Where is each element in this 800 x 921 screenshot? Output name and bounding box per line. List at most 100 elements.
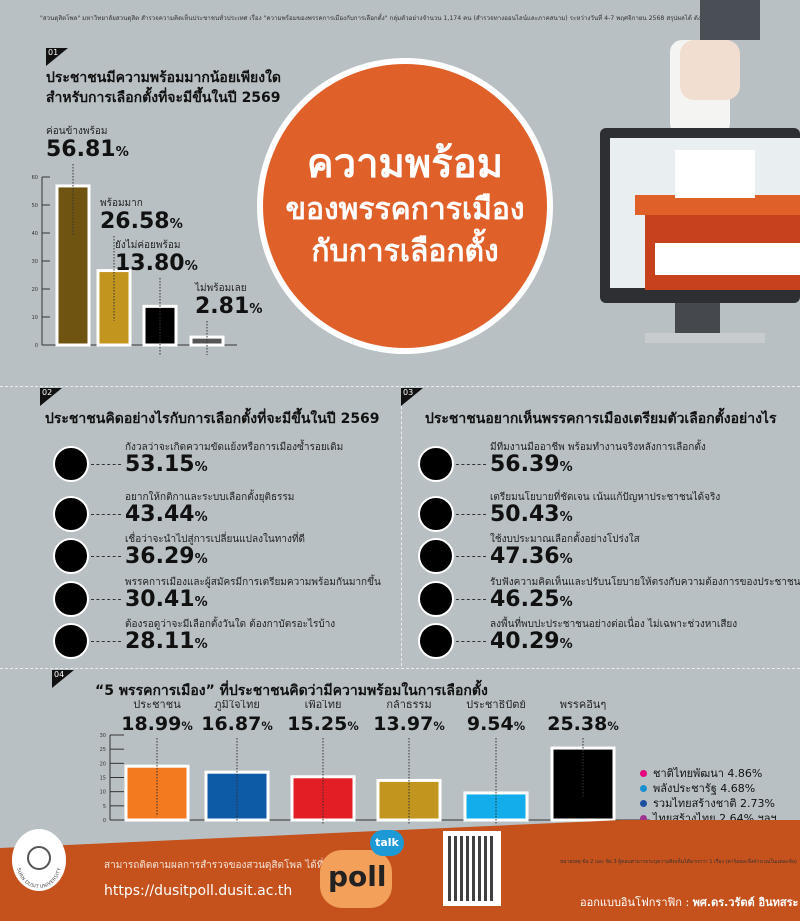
item-percent: 47.36% — [490, 544, 573, 569]
arrow-icon — [456, 556, 486, 557]
value-label: 18.99% — [121, 713, 193, 735]
bullet-circle — [53, 581, 89, 617]
arrow-icon — [456, 599, 486, 600]
legend-dot-icon — [640, 800, 647, 807]
legend-item: ชาติไทยพัฒนา 4.86% — [640, 766, 777, 781]
ballot-box-lid — [635, 195, 800, 215]
category-label: ประชาชน — [133, 700, 181, 711]
legend-dot-icon — [640, 815, 647, 822]
y-tick-label: 30 — [32, 259, 38, 265]
list-item: พรรคการเมืองและผู้สมัครมีการเตรียมความพร… — [53, 575, 413, 619]
y-tick-label: 5 — [103, 804, 106, 810]
source-note: "สวนดุสิตโพล" มหาวิทยาลัยสวนดุสิต สำรวจค… — [40, 15, 706, 22]
bullet-circle — [418, 496, 454, 532]
ballot-computer-illustration — [600, 0, 800, 343]
item-label: ใช้งบประมาณเลือกตั้งอย่างโปร่งใส — [490, 534, 640, 545]
legend-item: พลังประชารัฐ 4.68% — [640, 781, 777, 796]
y-tick-label: 25 — [100, 747, 106, 753]
y-tick-label: 20 — [100, 761, 106, 767]
item-label: ต้องรอดูว่าจะมีเลือกตั้งวันใด ต้องกาบัตร… — [125, 619, 336, 630]
y-tick-label: 20 — [32, 287, 38, 293]
y-tick-label: 30 — [100, 733, 106, 739]
arrow-icon — [91, 599, 121, 600]
y-tick-label: 40 — [32, 231, 38, 237]
list-item: ต้องรอดูว่าจะมีเลือกตั้งวันใด ต้องกาบัตร… — [53, 617, 413, 661]
value-label: 26.58% — [100, 209, 183, 234]
section-tag-01: 01 — [46, 48, 68, 66]
y-tick-label: 0 — [103, 818, 106, 824]
poll-logo: poll — [320, 850, 392, 908]
item-label: กังวลว่าจะเกิดความขัดแย้งหรือการเมืองซ้ำ… — [125, 442, 344, 453]
value-label: 25.38% — [547, 713, 619, 735]
list-item: เชื่อว่าจะนำไปสู่การเปลี่ยนแปลงในทางที่ด… — [53, 532, 413, 576]
credit-name: พศ.ดร.วรัตต์ อินทสระ — [692, 896, 799, 909]
footer-url-link[interactable]: https://dusitpoll.dusit.ac.th — [104, 883, 293, 899]
divider — [0, 386, 800, 387]
footnote: หมายเหตุ ข้อ 2 และ ข้อ 3 ผู้ตอบสามารถระบ… — [560, 859, 797, 865]
globe-icon — [27, 846, 51, 870]
y-tick-label: 60 — [32, 175, 38, 181]
value-label: 9.54% — [467, 713, 526, 735]
other-parties-legend: ชาติไทยพัฒนา 4.86% พลังประชารัฐ 4.68% รวมไ… — [640, 766, 777, 826]
sleeve — [700, 0, 760, 40]
bullet-circle — [53, 496, 89, 532]
bullet-circle — [53, 538, 89, 574]
y-tick-label: 10 — [32, 315, 38, 321]
bullet-circle — [418, 446, 454, 482]
item-label: รับฟังความคิดเห็นและปรับนโยบายให้ตรงกับค… — [490, 577, 800, 588]
category-label: เพื่อไทย — [305, 700, 342, 711]
s1-title-2: สำหรับการเลือกตั้งที่จะมีขึ้นในปี 2569 — [46, 90, 281, 106]
list-item: ลงพื้นที่พบปะประชาชนอย่างต่อเนื่อง ไม่เฉ… — [418, 617, 778, 661]
item-percent: 28.11% — [125, 629, 208, 654]
bullet-circle — [418, 581, 454, 617]
hero-title-line3: กับการเลือกตั้ง — [311, 234, 499, 269]
party-bar-chart: 0 5 10 15 20 25 30 ประชาชน 18.99% ภูมิใจไทย 16.87%… — [100, 700, 650, 825]
s1-title-1: ประชาชนมีความพร้อมมากน้อยเพียงใด — [46, 70, 282, 86]
y-tick-label: 0 — [35, 343, 38, 349]
section-tag-03: 03 — [401, 388, 423, 406]
list-item: อยากให้กติกาและระบบเลือกตั้งยุติธรรม 43.… — [53, 490, 413, 534]
category-label: ภูมิใจไทย — [214, 700, 260, 711]
bullet-circle — [53, 623, 89, 659]
value-label: 15.25% — [287, 713, 359, 735]
item-percent: 46.25% — [490, 587, 573, 612]
category-label: ยังไม่ค่อยพร้อม — [115, 239, 180, 251]
category-label: พร้อมมาก — [100, 197, 143, 209]
category-label: ไม่พร้อมเลย — [194, 282, 247, 294]
item-label: อยากให้กติกาและระบบเลือกตั้งยุติธรรม — [125, 492, 295, 503]
value-label: 2.81% — [195, 294, 263, 319]
item-percent: 40.29% — [490, 629, 573, 654]
s3-title: ประชาชนอยากเห็นพรรคการเมืองเตรียมตัวเลือ… — [425, 411, 777, 427]
item-percent: 50.43% — [490, 502, 573, 527]
list-item: กังวลว่าจะเกิดความขัดแย้งหรือการเมืองซ้ำ… — [53, 440, 413, 484]
legend-dot-icon — [640, 785, 647, 792]
arrow-icon — [91, 641, 121, 642]
arrow-icon — [91, 464, 121, 465]
designer-credit: ออกแบบอินโฟกราฟิก : พศ.ดร.วรัตต์ อินทสระ — [580, 893, 798, 911]
arrow-icon — [456, 464, 486, 465]
bar — [189, 335, 225, 347]
value-label: 16.87% — [201, 713, 273, 735]
hero-circle: ความพร้อม ของพรรคการเมือง กับการเลือกตั้… — [257, 58, 553, 354]
qr-code[interactable] — [443, 831, 501, 906]
category-label: ค่อนข้างพร้อม — [46, 125, 107, 137]
category-label: ประชาธิปัตย์ — [466, 700, 526, 711]
value-label: 56.81% — [46, 137, 129, 162]
item-percent: 43.44% — [125, 502, 208, 527]
item-label: เชื่อว่าจะนำไปสู่การเปลี่ยนแปลงในทางที่ด… — [125, 534, 305, 545]
category-label: พรรคอื่นๆ — [560, 700, 607, 711]
item-label: เตรียมนโยบายที่ชัดเจน เน้นแก้ปัญหาประชาช… — [490, 492, 721, 503]
arrow-icon — [91, 556, 121, 557]
bar — [96, 269, 132, 347]
y-tick-label: 10 — [100, 790, 106, 796]
divider — [0, 668, 800, 669]
hero-title-line2: ของพรรคการเมือง — [285, 192, 525, 227]
item-percent: 30.41% — [125, 587, 208, 612]
bullet-circle — [418, 538, 454, 574]
section-tag-02: 02 — [40, 388, 62, 406]
item-label: พรรคการเมืองและผู้สมัครมีการเตรียมความพร… — [125, 577, 381, 588]
hand-icon — [680, 40, 740, 100]
bullet-circle — [418, 623, 454, 659]
legend-dot-icon — [640, 770, 647, 777]
item-label: มีทีมงานมืออาชีพ พร้อมทำงานจริงหลังการเล… — [490, 442, 706, 453]
